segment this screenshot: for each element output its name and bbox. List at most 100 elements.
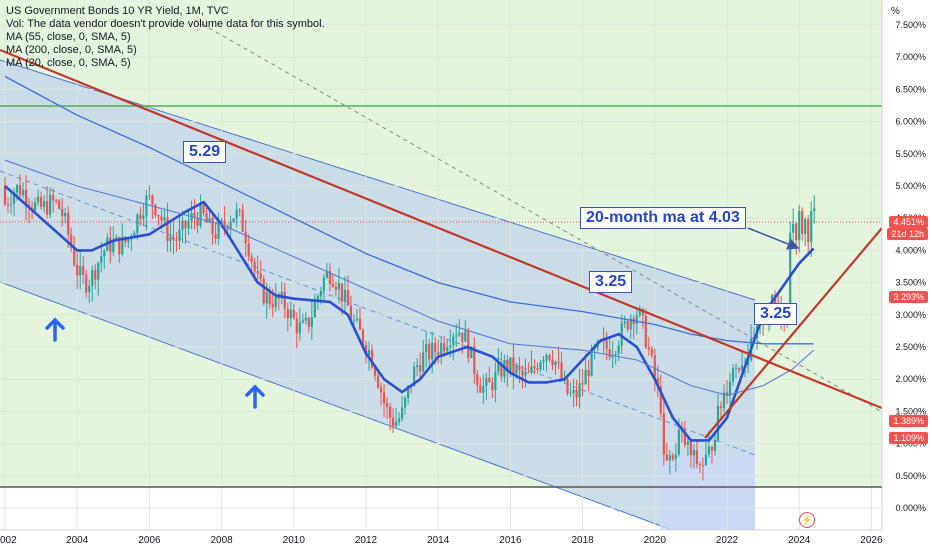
x-tick-label: 2004 [66, 535, 89, 546]
candle-body [569, 393, 572, 395]
x-tick-label: 002 [0, 535, 17, 546]
candle-body [713, 440, 717, 451]
y-tick-label: 1.500% [895, 406, 926, 416]
candle-body [635, 315, 638, 324]
candle-body [479, 385, 482, 393]
candle-body [647, 347, 650, 349]
candle-body [728, 381, 732, 396]
x-tick-label: 2008 [210, 535, 233, 546]
candle-body [166, 217, 169, 242]
up-arrow-icon [245, 384, 265, 409]
candle-body [518, 366, 521, 371]
candle-body [9, 203, 13, 205]
candle-body [160, 216, 163, 221]
candle-body [12, 192, 16, 204]
legend-title: US Government Bonds 10 YR Yield, 1M, TVC [6, 5, 229, 17]
candle-body [551, 359, 554, 366]
candle-body [304, 317, 307, 321]
candle-body [295, 318, 298, 334]
candle-body [358, 318, 362, 330]
candle-body [695, 450, 699, 465]
candle-body [789, 232, 792, 308]
chart-legend: US Government Bonds 10 YR Yield, 1M, TVC… [6, 5, 325, 70]
candle-body [689, 441, 692, 456]
candle-body [801, 210, 804, 234]
ma-note-arrow [747, 227, 800, 250]
candle-body [388, 406, 392, 418]
candle-body [145, 195, 148, 216]
candle-body [737, 367, 741, 371]
candle-body [473, 346, 476, 374]
candle-body [810, 210, 813, 242]
candle-body [707, 446, 711, 455]
candle-body [85, 274, 88, 293]
candle-body [154, 204, 157, 216]
candle-body [548, 355, 551, 360]
candle-body [536, 368, 539, 370]
candle-body [265, 292, 268, 304]
candle-body [100, 256, 103, 263]
legend-ma-55[interactable]: MA (55, close, 0, SMA, 5) [6, 31, 131, 43]
candle-body [250, 256, 253, 262]
candle-body [731, 368, 735, 382]
x-tick-label: 2026 [860, 535, 883, 546]
candle-body [337, 283, 341, 290]
candle-body [807, 219, 810, 242]
price-axis[interactable] [882, 0, 932, 550]
candle-body [458, 332, 461, 336]
candle-body [557, 361, 560, 363]
callout-peak-2007: 5.29 [183, 141, 227, 163]
candle-body [340, 283, 344, 302]
candle-body [698, 464, 702, 466]
candle-body [798, 210, 801, 241]
candle-body [49, 194, 52, 215]
x-tick-label: 2006 [138, 535, 161, 546]
candle-body [70, 234, 73, 248]
callout-level-2018: 3.25 [589, 271, 633, 293]
tradingview-logo-icon[interactable]: ⚡ [799, 512, 815, 528]
candle-body [286, 308, 289, 319]
candle-body [515, 366, 518, 374]
candle-body [554, 361, 557, 366]
candle-body [446, 347, 449, 352]
legend-ma-20[interactable]: MA (20, close, 0, SMA, 5) [6, 57, 131, 69]
candle-body [509, 357, 512, 372]
candle-body [202, 205, 205, 214]
candle-body [196, 217, 199, 226]
candle-body [208, 218, 211, 223]
candle-body [76, 264, 79, 276]
candle-body [686, 441, 689, 445]
candle-body [653, 355, 656, 379]
ma200b-badge: 1.109% [889, 432, 928, 444]
candle-body [220, 220, 223, 223]
candle-body [15, 185, 19, 193]
y-tick-label: 5.500% [895, 149, 926, 159]
candle-body [391, 417, 395, 427]
candle-body [467, 330, 470, 359]
time-axis[interactable] [0, 530, 882, 550]
candle-body [497, 362, 500, 372]
candle-body [364, 344, 368, 356]
candle-body [289, 309, 292, 319]
candle-body [121, 236, 124, 255]
candle-body [524, 371, 527, 376]
candle-body [142, 215, 145, 219]
candle-body [419, 365, 422, 372]
legend-ma-200[interactable]: MA (200, close, 0, SMA, 5) [6, 44, 137, 56]
candle-body [533, 366, 536, 369]
candle-body [94, 269, 97, 280]
candle-body [244, 231, 247, 244]
candle-body [719, 406, 723, 408]
candle-body [683, 430, 686, 445]
time-axis-ticks: 002 2004 2006 2008 2010 2012 2014 2016 2018 2020 2… [0, 535, 883, 546]
candle-body [33, 202, 37, 211]
candle-body [151, 195, 154, 205]
candle-body [235, 209, 238, 219]
candle-body [638, 309, 641, 316]
candle-body [659, 386, 662, 414]
candle-body [316, 296, 319, 303]
candle-body [58, 200, 61, 209]
candle-body [437, 352, 440, 355]
candle-body [370, 350, 374, 368]
